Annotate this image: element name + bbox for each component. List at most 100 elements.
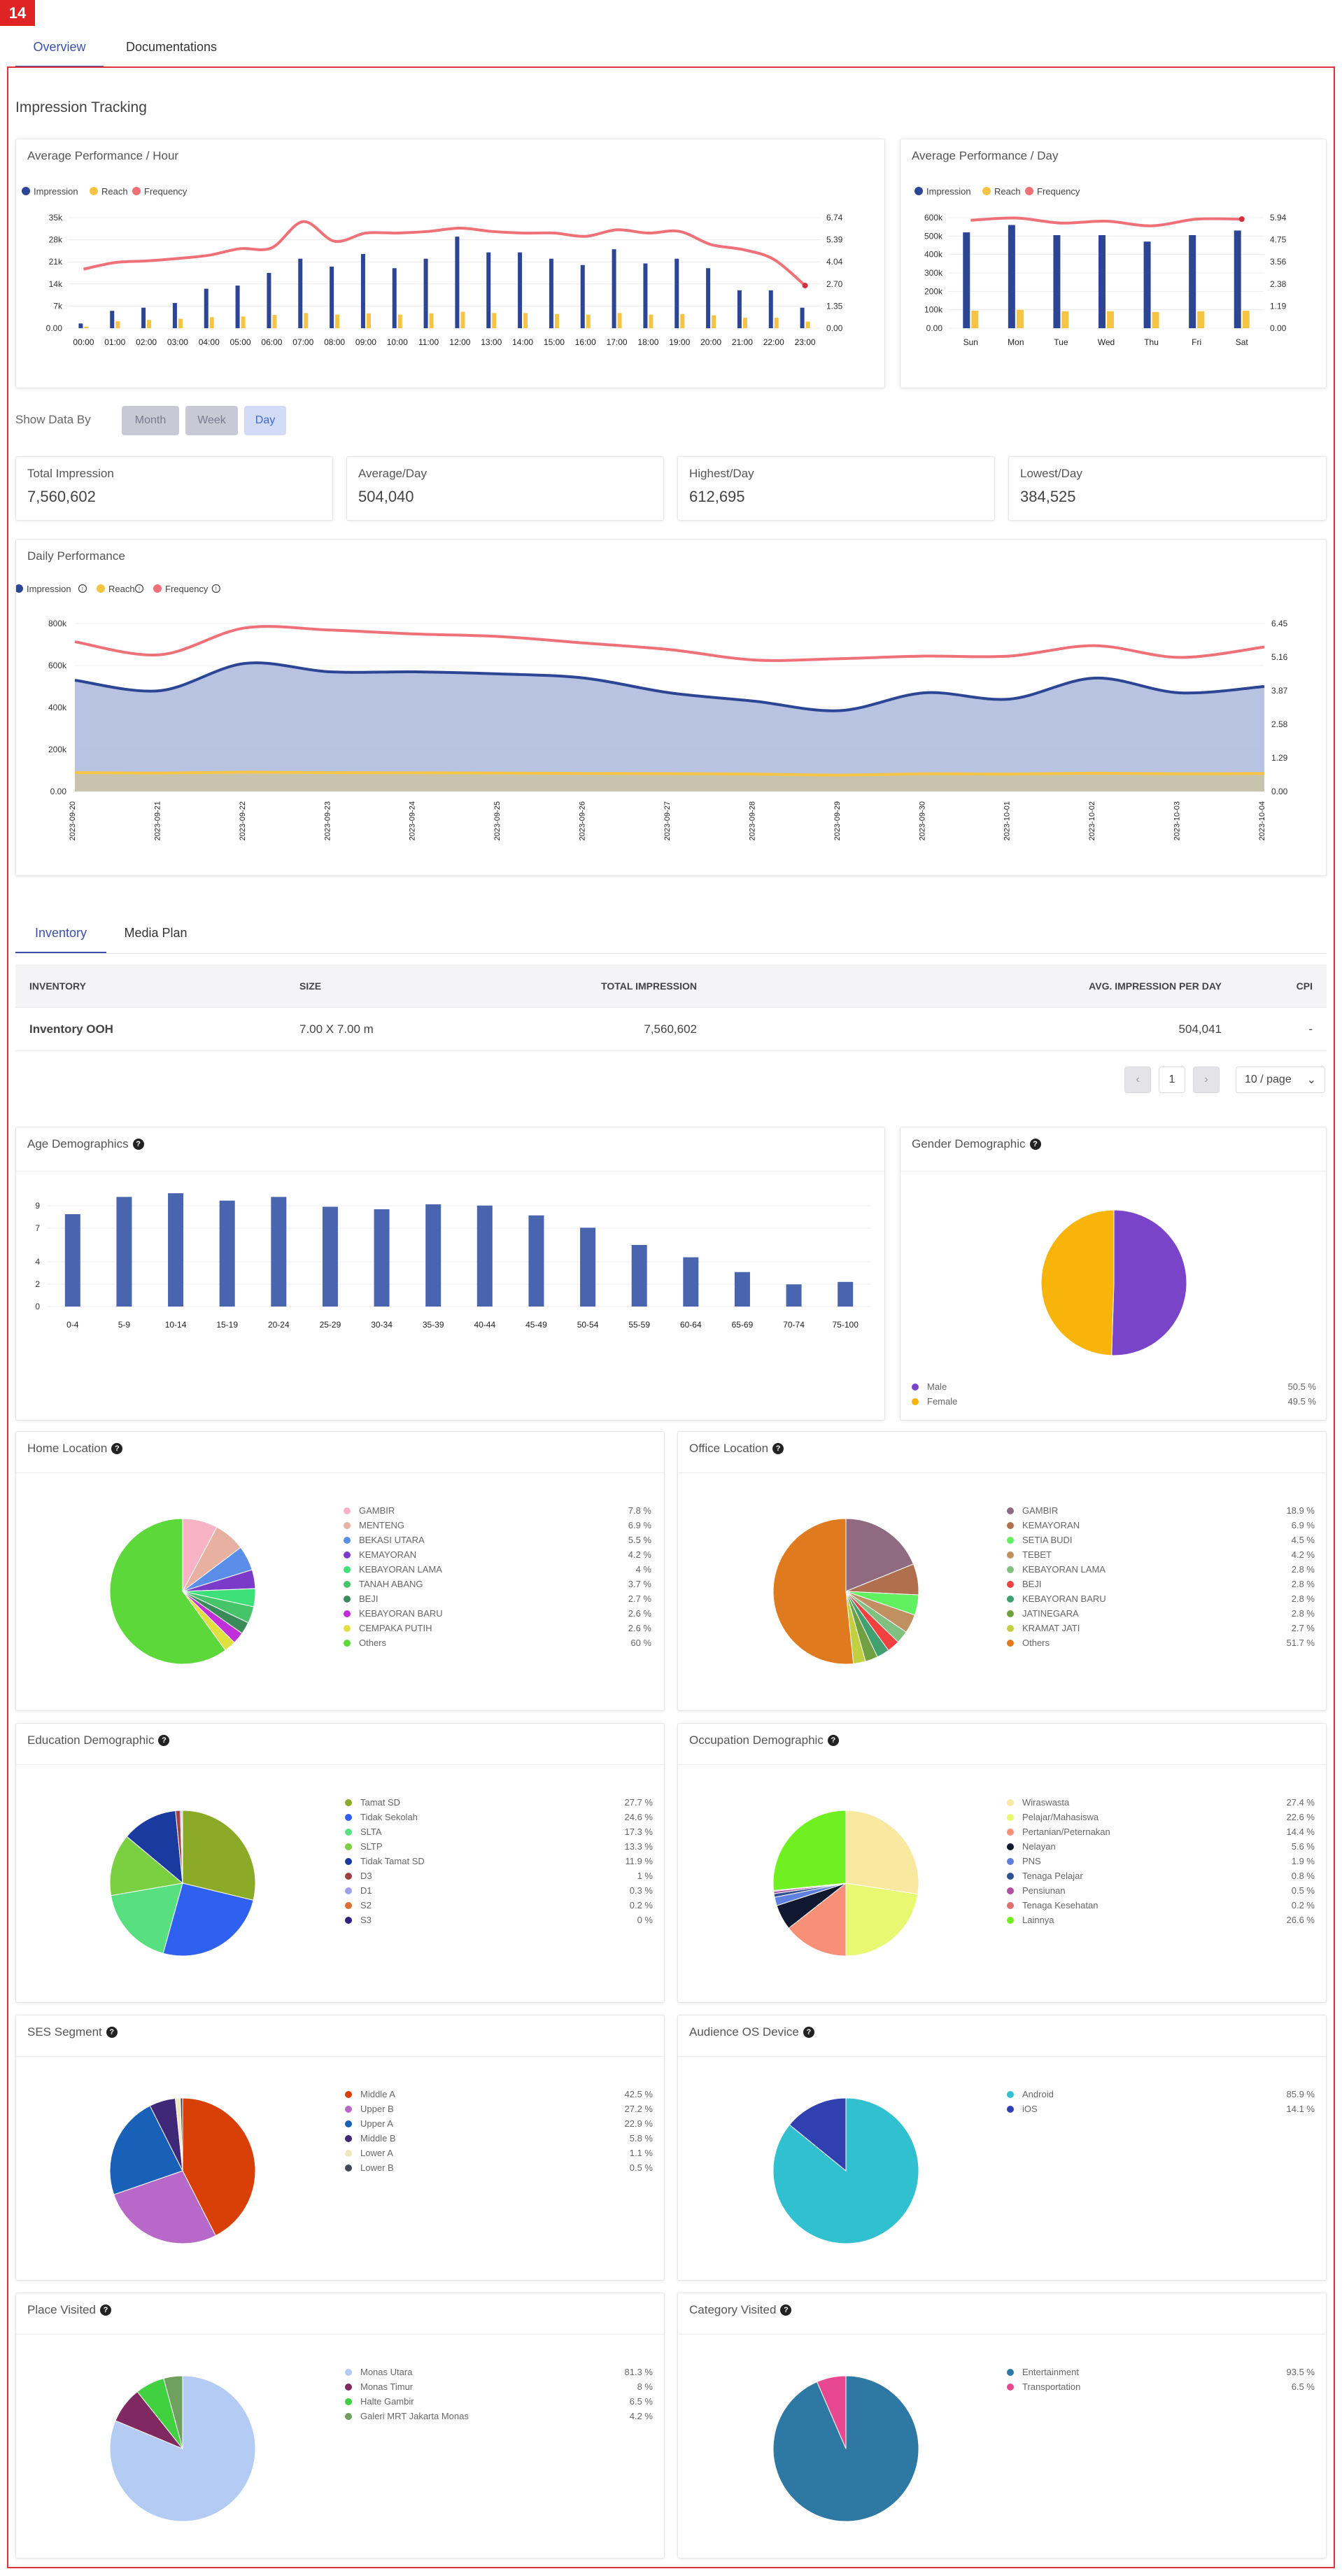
help-icon[interactable]: ? <box>1029 1139 1041 1150</box>
legend-item[interactable]: Pertanian/Peternakan 14.4 % <box>1007 1824 1315 1839</box>
pie-slice <box>109 1518 226 1665</box>
legend-item[interactable]: Middle B 5.8 % <box>345 2131 653 2146</box>
help-icon[interactable]: ? <box>99 2304 111 2316</box>
annotation-badge: 14 <box>0 0 35 26</box>
help-icon[interactable]: ? <box>780 2304 792 2316</box>
age-bar <box>64 1214 80 1307</box>
tab-media-plan[interactable]: Media Plan <box>124 925 188 940</box>
legend-item[interactable]: Nelayan 5.6 % <box>1007 1839 1315 1854</box>
tab-documentations[interactable]: Documentations <box>125 39 218 54</box>
legend-item[interactable]: Wiraswasta 27.4 % <box>1007 1795 1315 1810</box>
legend-item[interactable]: Tamat SD 27.7 % <box>345 1795 653 1810</box>
legend-item[interactable]: TEBET 4.2 % <box>1007 1547 1315 1562</box>
legend-item[interactable]: D1 0.3 % <box>345 1883 653 1898</box>
legend-item[interactable]: BEKASI UTARA 5.5 % <box>344 1533 651 1547</box>
help-icon[interactable]: ? <box>158 1735 170 1746</box>
legend-item[interactable]: JATINEGARA 2.8 % <box>1007 1606 1315 1621</box>
legend-item[interactable]: CEMPAKA PUTIH 2.6 % <box>344 1621 651 1635</box>
legend-item[interactable]: Tenaga Kesehatan 0.2 % <box>1007 1898 1315 1913</box>
legend-item[interactable]: KEBAYORAN BARU 2.8 % <box>1007 1591 1315 1606</box>
tab-inventory[interactable]: Inventory <box>34 925 87 940</box>
x-tick-label: 05:00 <box>230 337 251 347</box>
x-tick-label: 16:00 <box>575 337 596 347</box>
legend-item[interactable]: Lower B 0.5 % <box>345 2160 653 2175</box>
impression-bar <box>674 258 679 328</box>
pie-slice <box>182 2097 256 2237</box>
help-icon[interactable]: ? <box>106 2027 118 2038</box>
legend-item[interactable]: Transportation 6.5 % <box>1007 2379 1315 2394</box>
legend-item[interactable]: Galeri MRT Jakarta Monas 4.2 % <box>345 2409 653 2423</box>
legend-item[interactable]: Monas Utara 81.3 % <box>345 2365 653 2379</box>
x-tick-label: 2023-10-01 <box>1003 801 1012 840</box>
legend-item[interactable]: GAMBIR 7.8 % <box>344 1503 651 1518</box>
month-button[interactable]: Month <box>122 406 179 435</box>
legend-item[interactable]: PNS 1.9 % <box>1007 1854 1315 1868</box>
x-tick-label: Thu <box>1144 337 1159 347</box>
y2-tick-label: 1.35 <box>826 301 843 311</box>
help-icon[interactable]: ? <box>132 1139 144 1150</box>
legend-item[interactable]: Lower A 1.1 % <box>345 2146 653 2160</box>
legend-item[interactable]: KRAMAT JATI 2.7 % <box>1007 1621 1315 1635</box>
legend-item[interactable]: Tenaga Pelajar 0.8 % <box>1007 1868 1315 1883</box>
day-button[interactable]: Day <box>244 406 286 435</box>
legend-item[interactable]: S3 0 % <box>345 1913 653 1927</box>
legend-item[interactable]: KEMAYORAN 6.9 % <box>1007 1518 1315 1533</box>
legend-item[interactable]: Pelajar/Mahasiswa 22.6 % <box>1007 1810 1315 1824</box>
legend-item[interactable]: D3 1 % <box>345 1868 653 1883</box>
legend-item[interactable]: KEMAYORAN 4.2 % <box>344 1547 651 1562</box>
legend-item[interactable]: Pensiunan 0.5 % <box>1007 1883 1315 1898</box>
legend-item[interactable]: BEJI 2.8 % <box>1007 1577 1315 1591</box>
legend-item[interactable]: Others 60 % <box>344 1635 651 1650</box>
legend-marker <box>345 2105 352 2113</box>
legend-label: Wiraswasta <box>1022 1797 1070 1808</box>
age-bar <box>116 1197 132 1307</box>
legend-item[interactable]: Male 50.5 % <box>912 1379 1316 1394</box>
prev-page-button[interactable]: ‹ <box>1124 1067 1151 1093</box>
legend-label: Upper B <box>360 2104 394 2114</box>
legend-item[interactable]: KEBAYORAN LAMA 2.8 % <box>1007 1562 1315 1577</box>
legend-item[interactable]: Halte Gambir 6.5 % <box>345 2394 653 2409</box>
legend-item[interactable]: MENTENG 6.9 % <box>344 1518 651 1533</box>
legend-item[interactable]: Android 85.9 % <box>1007 2087 1315 2102</box>
legend-item[interactable]: Upper A 22.9 % <box>345 2116 653 2131</box>
legend-item[interactable]: Female 49.5 % <box>912 1394 1316 1409</box>
tab-overview[interactable]: Overview <box>33 39 86 54</box>
help-icon[interactable]: ? <box>803 2027 814 2038</box>
legend-label: S2 <box>360 1900 372 1910</box>
legend-item[interactable]: Middle A 42.5 % <box>345 2087 653 2102</box>
legend-item[interactable]: KEBAYORAN LAMA 4 % <box>344 1562 651 1577</box>
reach-bar <box>84 326 89 328</box>
help-icon[interactable]: ? <box>827 1735 839 1746</box>
page-size-select[interactable]: 10 / page ⌄ <box>1236 1067 1325 1093</box>
next-page-button[interactable]: › <box>1193 1067 1220 1093</box>
legend-item[interactable]: Lainnya 26.6 % <box>1007 1913 1315 1927</box>
week-button[interactable]: Week <box>185 406 238 435</box>
page-1-button[interactable]: 1 <box>1159 1067 1185 1093</box>
x-tick-label: 14:00 <box>512 337 533 347</box>
legend-item[interactable]: Others 51.7 % <box>1007 1635 1315 1650</box>
y2-tick-label: 0.00 <box>826 323 843 333</box>
help-icon[interactable]: ? <box>111 1443 123 1454</box>
legend-item[interactable]: Tidak Sekolah 24.6 % <box>345 1810 653 1824</box>
legend-marker <box>22 187 30 195</box>
help-icon[interactable]: ? <box>772 1443 784 1454</box>
legend-item[interactable]: BEJI 2.7 % <box>344 1591 651 1606</box>
category-pie <box>772 2375 919 2522</box>
legend-item[interactable]: SLTP 13.3 % <box>345 1839 653 1854</box>
impression-area <box>75 663 1264 791</box>
occupation-card: Occupation Demographic? Wiraswasta 27.4 %… <box>677 1723 1327 2003</box>
legend-item[interactable]: GAMBIR 18.9 % <box>1007 1503 1315 1518</box>
legend-item[interactable]: iOS 14.1 % <box>1007 2102 1315 2116</box>
legend-label: Halte Gambir <box>360 2396 414 2407</box>
legend-item[interactable]: Tidak Tamat SD 11.9 % <box>345 1854 653 1868</box>
legend-item[interactable]: Upper B 27.2 % <box>345 2102 653 2116</box>
legend-item[interactable]: KEBAYORAN BARU 2.6 % <box>344 1606 651 1621</box>
legend-item[interactable]: TANAH ABANG 3.7 % <box>344 1577 651 1591</box>
legend-item[interactable]: Entertainment 93.5 % <box>1007 2365 1315 2379</box>
legend-item[interactable]: SETIA BUDI 4.5 % <box>1007 1533 1315 1547</box>
legend-item[interactable]: SLTA 17.3 % <box>345 1824 653 1839</box>
y-tick-label: 7k <box>53 301 63 311</box>
legend-item[interactable]: Monas Timur 8 % <box>345 2379 653 2394</box>
stat-value: 384,525 <box>1020 488 1076 505</box>
legend-item[interactable]: S2 0.2 % <box>345 1898 653 1913</box>
